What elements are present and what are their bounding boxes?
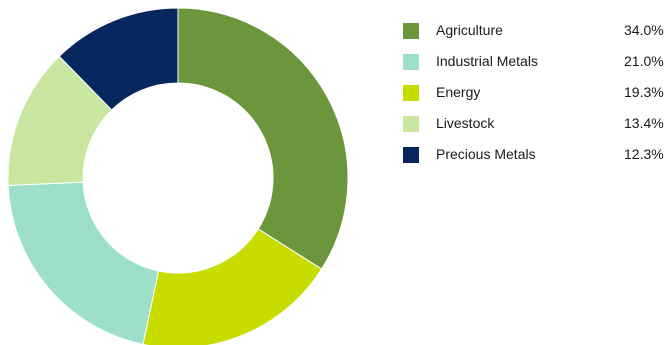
legend-value-industrial-metals: 21.0%	[624, 53, 664, 69]
legend-item-agriculture: Agriculture 34.0%	[403, 19, 671, 50]
legend-label-energy: Energy	[436, 84, 480, 100]
legend-swatch-livestock	[403, 116, 419, 132]
chart-legend: Agriculture 34.0% Industrial Metals 21.0…	[403, 19, 671, 174]
legend-label-precious-metals: Precious Metals	[436, 146, 536, 162]
legend-value-agriculture: 34.0%	[624, 22, 664, 38]
legend-label-livestock: Livestock	[436, 115, 494, 131]
legend-item-energy: Energy 19.3%	[403, 81, 671, 112]
legend-swatch-energy	[403, 85, 419, 101]
legend-item-precious-metals: Precious Metals 12.3%	[403, 143, 671, 174]
legend-label-agriculture: Agriculture	[436, 22, 503, 38]
legend-swatch-industrial-metals	[403, 54, 419, 70]
legend-item-industrial-metals: Industrial Metals 21.0%	[403, 50, 671, 81]
legend-value-precious-metals: 12.3%	[624, 146, 664, 162]
legend-item-livestock: Livestock 13.4%	[403, 112, 671, 143]
legend-value-energy: 19.3%	[624, 84, 664, 100]
legend-label-industrial-metals: Industrial Metals	[436, 53, 538, 69]
donut-slice-industrial-metals	[8, 182, 158, 344]
legend-swatch-agriculture	[403, 23, 419, 39]
legend-swatch-precious-metals	[403, 147, 419, 163]
donut-slice-agriculture	[178, 8, 348, 269]
legend-value-livestock: 13.4%	[624, 115, 664, 131]
